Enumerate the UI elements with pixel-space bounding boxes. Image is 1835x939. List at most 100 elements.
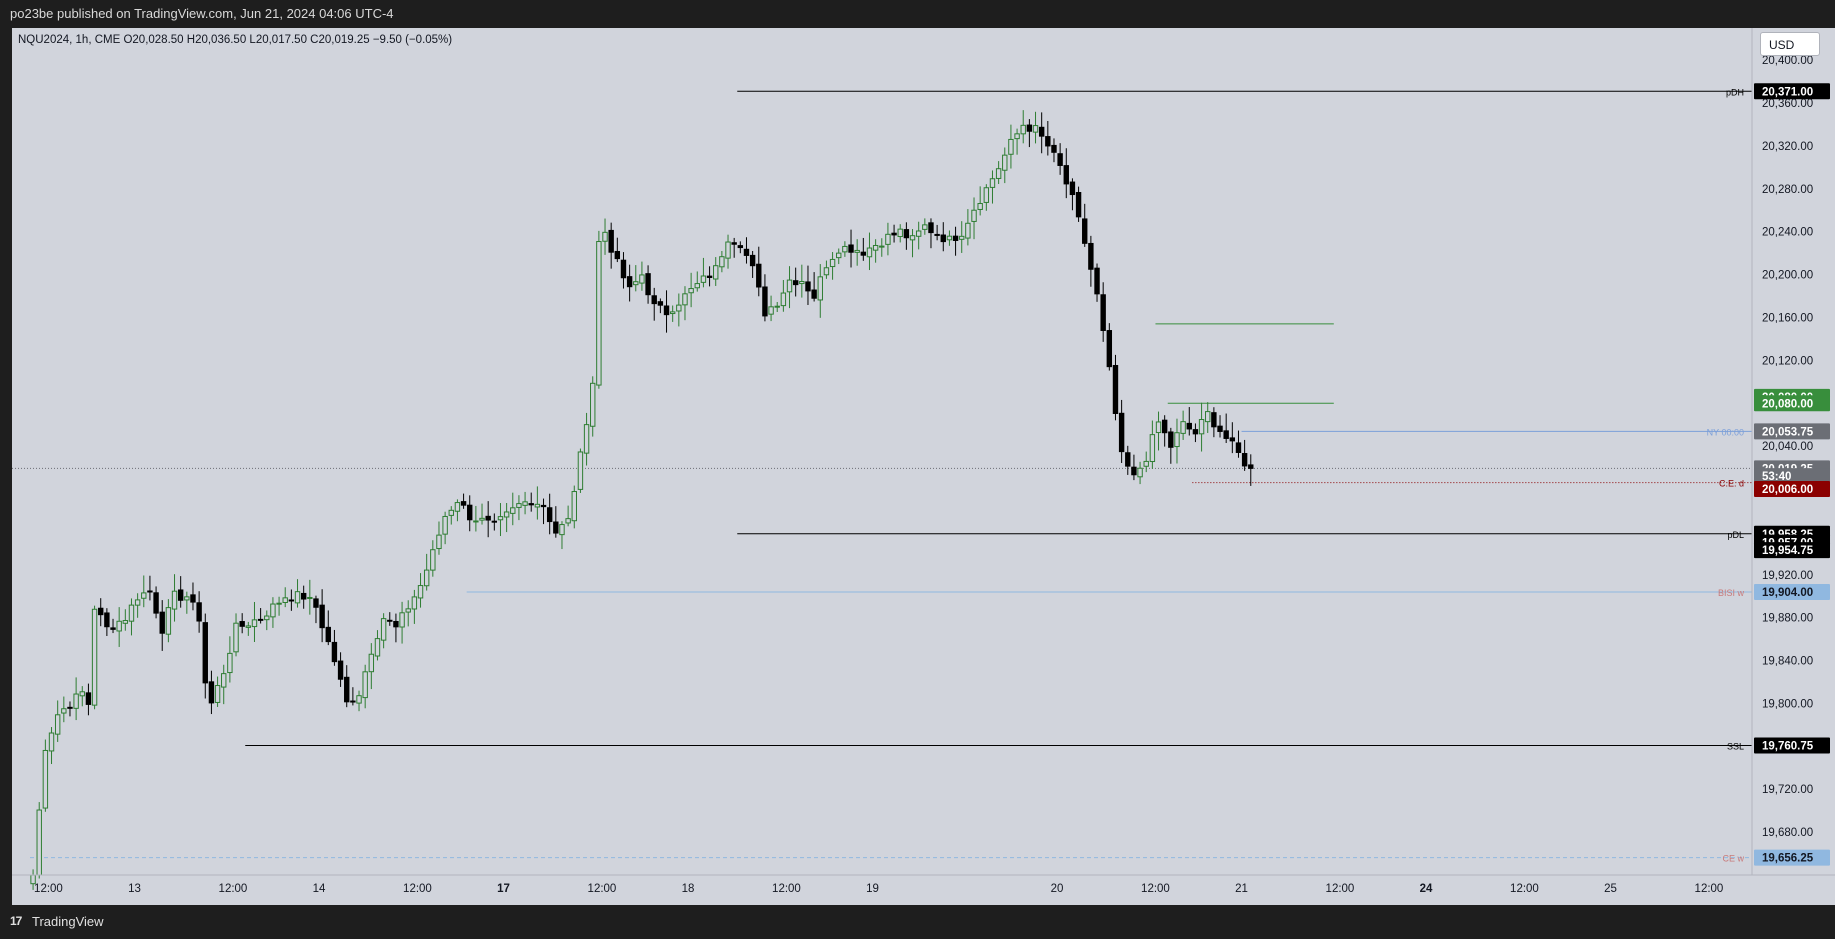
candle[interactable]	[528, 492, 534, 512]
candle[interactable]	[1032, 111, 1039, 144]
candle[interactable]	[1014, 128, 1020, 155]
candle[interactable]	[110, 618, 116, 634]
candle[interactable]	[337, 652, 344, 687]
candle[interactable]	[122, 609, 129, 631]
candle[interactable]	[811, 272, 817, 302]
candle[interactable]	[374, 630, 381, 661]
candle[interactable]	[485, 501, 491, 538]
candle[interactable]	[221, 664, 227, 705]
candle[interactable]	[657, 298, 664, 314]
candle[interactable]	[854, 239, 860, 266]
candle[interactable]	[270, 597, 276, 628]
candle[interactable]	[522, 491, 528, 515]
candle[interactable]	[300, 585, 307, 609]
candle[interactable]	[676, 293, 682, 327]
candle[interactable]	[1137, 461, 1143, 485]
candle[interactable]	[565, 505, 571, 527]
candle[interactable]	[165, 599, 172, 643]
candle[interactable]	[719, 250, 725, 273]
candle[interactable]	[749, 250, 756, 278]
candle[interactable]	[171, 574, 178, 622]
candle[interactable]	[952, 226, 959, 256]
candle[interactable]	[85, 683, 92, 716]
candle[interactable]	[380, 613, 387, 649]
candle[interactable]	[1198, 402, 1205, 452]
candle[interactable]	[928, 218, 934, 249]
candle[interactable]	[319, 589, 325, 643]
candle[interactable]	[1008, 124, 1014, 169]
candle[interactable]	[620, 252, 627, 289]
candle[interactable]	[891, 224, 897, 243]
candle[interactable]	[688, 272, 694, 308]
candle[interactable]	[774, 301, 780, 312]
candle[interactable]	[1241, 439, 1248, 471]
candle[interactable]	[288, 589, 295, 611]
candle[interactable]	[983, 184, 990, 211]
candle[interactable]	[1180, 410, 1186, 440]
candle[interactable]	[989, 170, 996, 204]
candle[interactable]	[971, 197, 977, 240]
candle[interactable]	[879, 238, 885, 257]
candle[interactable]	[430, 540, 436, 577]
price-chart[interactable]: pDH NY 00:00 C.E. d pDL BISI w SSL CE w 20,400…	[12, 28, 1835, 905]
candle[interactable]	[98, 598, 104, 627]
candle[interactable]	[682, 286, 688, 321]
candle[interactable]	[1161, 415, 1168, 447]
candle[interactable]	[940, 222, 946, 252]
candle[interactable]	[264, 610, 270, 631]
candle[interactable]	[411, 589, 418, 624]
candle[interactable]	[227, 636, 233, 683]
candle[interactable]	[1094, 263, 1100, 302]
candle[interactable]	[977, 186, 983, 216]
candle[interactable]	[934, 224, 940, 241]
candle[interactable]	[842, 241, 848, 257]
candle[interactable]	[885, 222, 891, 256]
candle[interactable]	[799, 264, 805, 298]
candle[interactable]	[516, 495, 522, 521]
candle[interactable]	[1026, 119, 1033, 148]
candle[interactable]	[965, 209, 971, 246]
candle[interactable]	[669, 305, 676, 322]
candle[interactable]	[177, 576, 184, 608]
candle[interactable]	[436, 521, 442, 555]
candle[interactable]	[860, 237, 867, 261]
candle[interactable]	[510, 492, 516, 526]
candle[interactable]	[651, 287, 657, 321]
candle[interactable]	[805, 265, 811, 305]
candle[interactable]	[780, 279, 787, 312]
candle[interactable]	[79, 686, 85, 707]
candle[interactable]	[946, 230, 953, 246]
candle[interactable]	[829, 252, 836, 280]
candle[interactable]	[577, 448, 584, 493]
candle[interactable]	[959, 221, 965, 253]
candle[interactable]	[848, 229, 854, 268]
candle[interactable]	[1192, 423, 1199, 443]
candle[interactable]	[602, 218, 608, 255]
candle[interactable]	[1223, 413, 1229, 444]
candle[interactable]	[294, 579, 301, 608]
candle[interactable]	[344, 665, 350, 708]
candle[interactable]	[1082, 203, 1088, 247]
candle[interactable]	[786, 266, 793, 309]
candle[interactable]	[1100, 282, 1106, 342]
candle[interactable]	[700, 257, 707, 288]
candle[interactable]	[559, 521, 565, 550]
candle[interactable]	[922, 218, 928, 235]
candle[interactable]	[866, 232, 873, 271]
candle[interactable]	[61, 696, 67, 723]
currency-button[interactable]: USD	[1760, 32, 1820, 56]
candle[interactable]	[159, 600, 165, 651]
candle[interactable]	[1125, 445, 1131, 475]
candle[interactable]	[1143, 451, 1149, 473]
candle[interactable]	[368, 643, 375, 690]
candle[interactable]	[36, 802, 42, 879]
candle[interactable]	[362, 664, 368, 709]
candle[interactable]	[639, 261, 645, 291]
candle[interactable]	[479, 503, 485, 525]
candle[interactable]	[257, 608, 264, 624]
candle[interactable]	[184, 591, 190, 614]
candle[interactable]	[1118, 399, 1125, 463]
candle[interactable]	[540, 498, 547, 525]
candle[interactable]	[141, 575, 147, 608]
candle[interactable]	[626, 264, 633, 302]
